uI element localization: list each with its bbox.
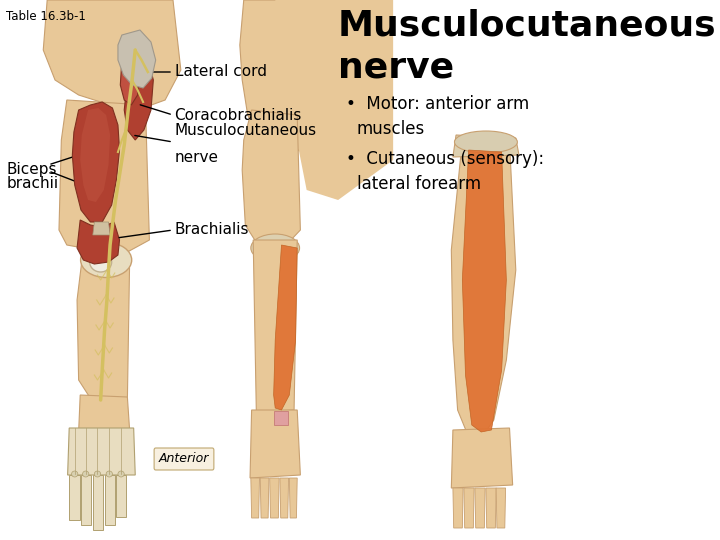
Polygon shape	[118, 30, 156, 88]
Polygon shape	[104, 475, 114, 525]
Ellipse shape	[94, 471, 101, 477]
Polygon shape	[253, 240, 297, 412]
Text: •  Motor: anterior arm: • Motor: anterior arm	[346, 95, 529, 113]
Polygon shape	[59, 100, 149, 255]
Polygon shape	[275, 0, 393, 200]
Polygon shape	[78, 395, 130, 432]
Text: Table 16.3b-1: Table 16.3b-1	[6, 10, 86, 23]
Polygon shape	[260, 478, 269, 518]
Text: Musculocutaneous: Musculocutaneous	[174, 123, 317, 138]
Polygon shape	[68, 428, 135, 475]
Polygon shape	[486, 488, 496, 528]
Ellipse shape	[71, 471, 78, 477]
Polygon shape	[81, 475, 91, 525]
Polygon shape	[464, 488, 474, 528]
Polygon shape	[250, 410, 300, 478]
Text: lateral forearm: lateral forearm	[357, 175, 481, 193]
Text: Anterior: Anterior	[159, 453, 210, 465]
Text: Biceps: Biceps	[6, 162, 57, 177]
Polygon shape	[274, 245, 297, 410]
Ellipse shape	[89, 252, 112, 272]
Polygon shape	[80, 108, 110, 202]
Polygon shape	[280, 478, 289, 518]
Polygon shape	[242, 110, 300, 250]
Polygon shape	[289, 478, 297, 518]
Polygon shape	[72, 102, 120, 222]
Text: nerve: nerve	[338, 50, 454, 84]
Text: nerve: nerve	[174, 150, 219, 165]
Polygon shape	[496, 488, 505, 528]
Ellipse shape	[251, 234, 300, 262]
Polygon shape	[475, 488, 485, 528]
Text: Brachialis: Brachialis	[174, 222, 249, 238]
Polygon shape	[270, 478, 279, 518]
Polygon shape	[451, 428, 513, 488]
Polygon shape	[69, 475, 80, 520]
Polygon shape	[77, 255, 130, 402]
Text: •  Cutaneous (sensory):: • Cutaneous (sensory):	[346, 150, 544, 168]
Polygon shape	[451, 140, 516, 440]
Polygon shape	[43, 0, 181, 110]
FancyBboxPatch shape	[154, 448, 214, 470]
Text: Musculocutaneous: Musculocutaneous	[338, 8, 716, 42]
Polygon shape	[251, 478, 259, 518]
Text: muscles: muscles	[357, 120, 426, 138]
Text: brachii: brachii	[6, 176, 58, 191]
Polygon shape	[453, 135, 519, 157]
Ellipse shape	[81, 242, 132, 278]
Text: Lateral cord: Lateral cord	[174, 64, 266, 79]
Ellipse shape	[83, 471, 89, 477]
Polygon shape	[125, 40, 153, 140]
Polygon shape	[453, 488, 463, 528]
Bar	[274, 411, 288, 425]
Ellipse shape	[106, 471, 112, 477]
Polygon shape	[93, 222, 110, 235]
Polygon shape	[240, 0, 315, 160]
Polygon shape	[117, 475, 126, 517]
Polygon shape	[120, 35, 140, 105]
Text: Coracobrachialis: Coracobrachialis	[174, 107, 302, 123]
Ellipse shape	[454, 131, 518, 153]
Polygon shape	[77, 220, 120, 264]
Polygon shape	[93, 475, 103, 530]
Ellipse shape	[118, 471, 125, 477]
Polygon shape	[462, 150, 506, 432]
